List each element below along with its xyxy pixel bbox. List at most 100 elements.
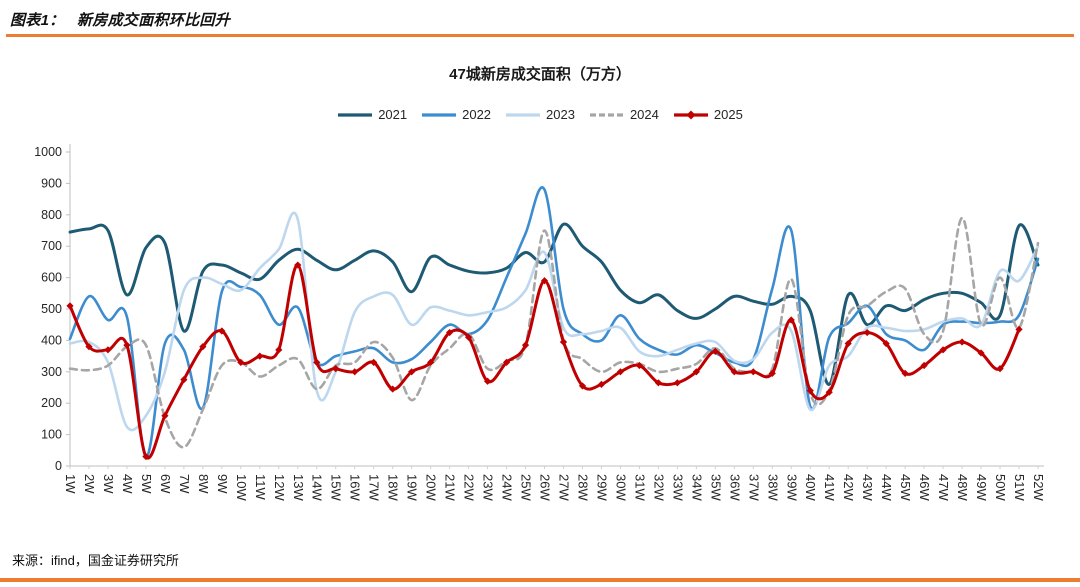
figure-caption: 图表1： 新房成交面积环比回升: [10, 9, 230, 30]
diamond-marker-icon: [686, 110, 696, 119]
x-tick-label: 26W: [538, 474, 553, 501]
legend-item-2022: 2022: [421, 107, 491, 122]
data-point-marker: [597, 380, 606, 388]
data-point-marker: [730, 368, 738, 376]
x-tick-label: 29W: [594, 474, 609, 501]
x-tick-label: 39W: [784, 474, 799, 501]
y-tick-label: 300: [41, 365, 62, 379]
data-point-marker: [502, 358, 511, 366]
x-tick-label: 22W: [462, 474, 477, 501]
legend-swatch-2024: [589, 112, 624, 117]
data-point-marker: [427, 358, 435, 366]
legend-item-2021: 2021: [337, 107, 407, 122]
x-tick-label: 27W: [556, 474, 571, 501]
series-line-2025: [66, 261, 1023, 461]
x-tick-label: 28W: [575, 474, 590, 501]
data-point-marker: [446, 328, 454, 337]
x-tick-label: 2W: [82, 474, 97, 494]
x-tick-label: 9W: [215, 474, 230, 494]
x-tick-label: 6W: [158, 474, 173, 494]
legend-swatch-2021: [338, 112, 373, 117]
x-tick-label: 25W: [519, 474, 534, 501]
chart-legend: 2021 2022 2023 2024 2025: [0, 107, 1080, 122]
data-point-marker: [142, 452, 150, 461]
x-tick-label: 37W: [746, 474, 761, 501]
x-tick-label: 10W: [234, 474, 249, 501]
legend-label-2025: 2025: [713, 107, 743, 122]
data-point-marker: [578, 382, 587, 390]
legend-label-2022: 2022: [462, 107, 492, 122]
x-tick-label: 8W: [196, 474, 211, 494]
x-tick-label: 16W: [348, 474, 363, 501]
y-tick-label: 100: [41, 428, 62, 442]
y-tick-label: 700: [41, 239, 62, 253]
legend-swatch-2025: [673, 110, 708, 119]
x-tick-label: 38W: [765, 474, 780, 501]
legend-item-2023: 2023: [505, 107, 575, 122]
x-tick-label: 7W: [177, 474, 192, 494]
x-tick-label: 40W: [803, 474, 818, 501]
data-point-marker: [806, 387, 814, 395]
data-point-marker: [275, 346, 283, 354]
x-tick-label: 41W: [822, 474, 837, 501]
x-tick-label: 30W: [613, 474, 628, 501]
x-tick-label: 48W: [955, 474, 970, 501]
series-line-2021: [68, 222, 1040, 386]
data-point-marker: [370, 358, 378, 366]
data-point-marker: [389, 385, 397, 393]
line-chart: 0 100 200 300 400 500 600 700 800 900 1000 1W 2W 3W 4W…: [34, 144, 1046, 501]
y-tick-label: 0: [55, 459, 62, 473]
data-point-marker: [464, 333, 473, 341]
x-tick-label: 4W: [120, 474, 135, 494]
data-point-marker: [85, 343, 93, 351]
x-tick-label: 49W: [974, 474, 989, 501]
x-tick-label: 36W: [727, 474, 742, 501]
x-tick-label: 34W: [689, 474, 704, 501]
data-point-marker: [351, 368, 359, 376]
data-point-marker: [692, 368, 700, 376]
x-tick-label: 3W: [101, 474, 116, 494]
legend-label-2024: 2024: [629, 107, 659, 122]
data-point-marker: [104, 346, 112, 354]
data-point-marker: [483, 377, 492, 385]
legend-label-2023: 2023: [546, 107, 575, 122]
x-tick-label: 33W: [670, 474, 685, 501]
data-point-marker: [749, 368, 757, 376]
data-point-marker: [237, 358, 245, 366]
legend-swatch-2022: [422, 112, 457, 117]
legend-swatch-2023: [506, 112, 541, 117]
x-tick-label: 12W: [272, 474, 287, 501]
x-tick-label: 20W: [424, 474, 439, 501]
x-tick-label: 17W: [367, 474, 382, 501]
x-tick-label: 23W: [481, 474, 496, 501]
x-tick-label: 19W: [405, 474, 420, 501]
source-note: 来源：ifind，国金证券研究所: [12, 553, 179, 568]
x-tick-label: 47W: [936, 474, 951, 501]
data-point-marker: [673, 379, 681, 387]
x-tick-label: 51W: [1012, 474, 1027, 501]
data-point-marker: [408, 368, 416, 376]
y-tick-label: 400: [41, 333, 62, 347]
x-tick-label: 43W: [860, 474, 875, 501]
x-tick-label: 1W: [63, 474, 78, 494]
data-point-marker: [199, 343, 207, 351]
series-line-2022: [68, 186, 1040, 458]
figure-title: 新房成交面积环比回升: [77, 12, 231, 29]
x-tick-label: 31W: [632, 474, 647, 501]
y-tick-label: 900: [41, 176, 62, 190]
x-tick-label: 44W: [879, 474, 894, 501]
top-divider: [6, 34, 1074, 37]
y-tick-label: 600: [41, 271, 62, 285]
y-tick-label: 500: [41, 302, 62, 316]
y-tick-label: 800: [41, 208, 62, 222]
data-point-marker: [863, 328, 871, 337]
x-tick-label: 14W: [310, 474, 325, 501]
x-tick-label: 52W: [1031, 474, 1046, 501]
data-point-marker: [313, 358, 321, 366]
x-tick-label: 15W: [329, 474, 344, 501]
data-point-marker: [939, 346, 947, 354]
data-point-marker: [768, 369, 776, 377]
legend-label-2021: 2021: [378, 107, 408, 122]
data-point-marker: [616, 368, 625, 376]
y-tick-label: 200: [41, 396, 62, 410]
